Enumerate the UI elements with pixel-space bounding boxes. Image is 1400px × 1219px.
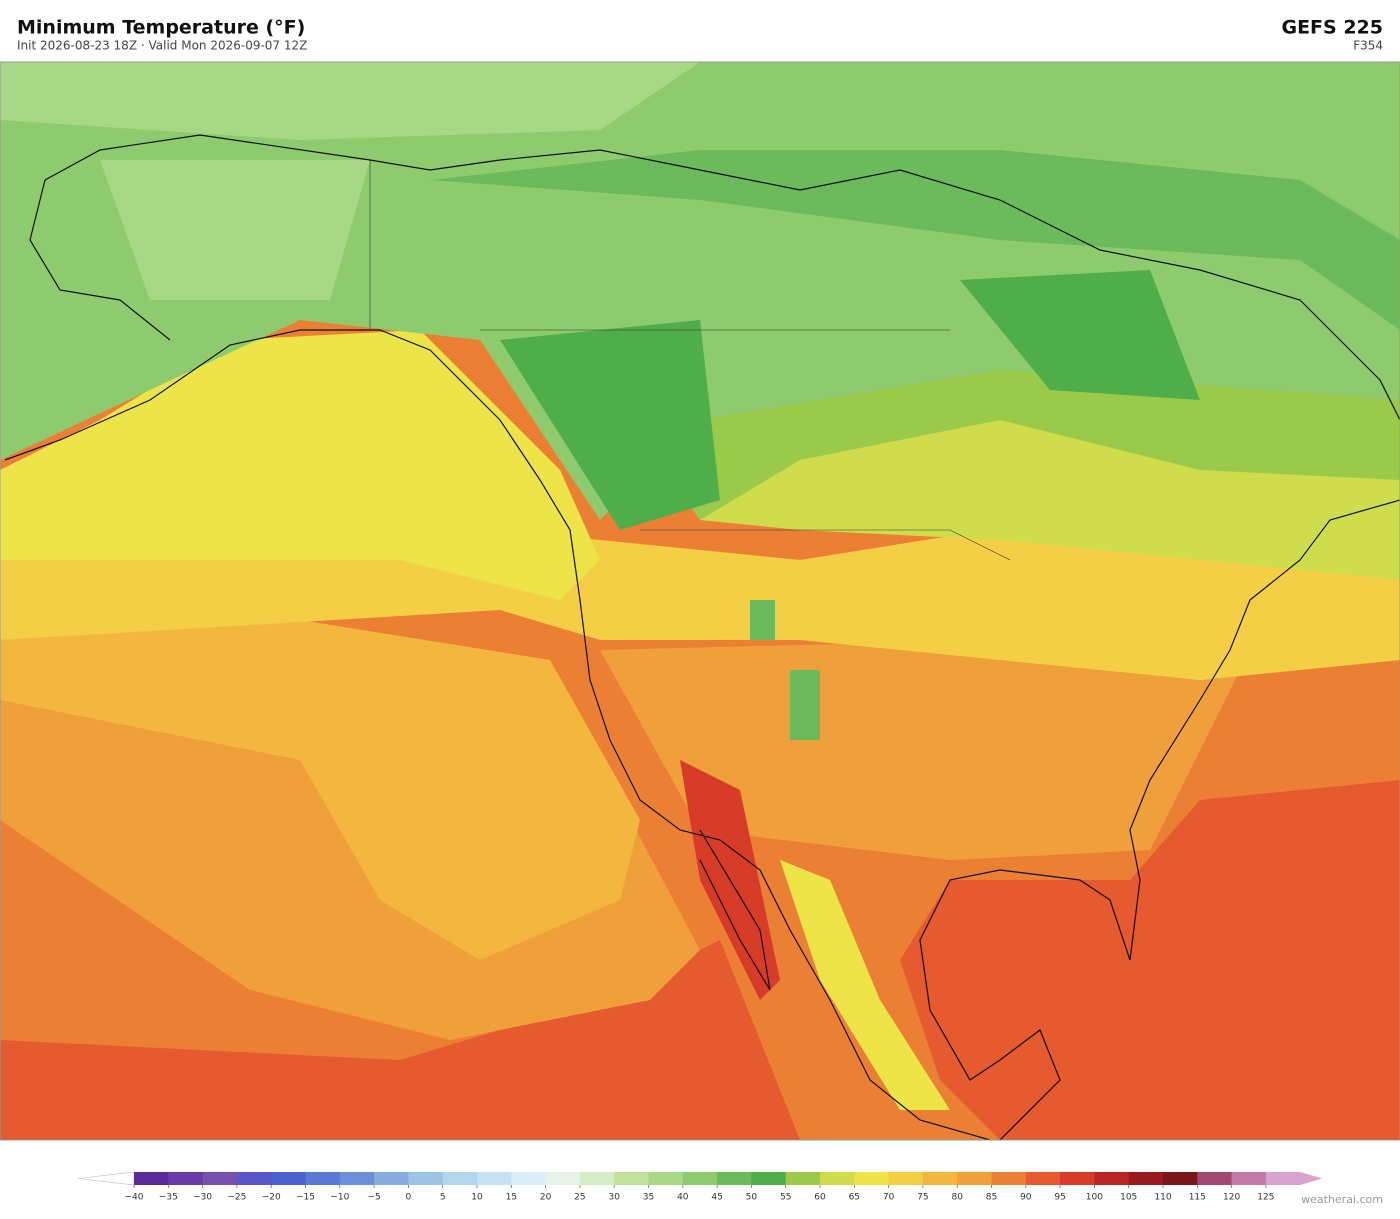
colorbar-tick-label: 75 (917, 1193, 928, 1203)
colorbar-over (1300, 1172, 1323, 1185)
colorbar-tick-label: 105 (1120, 1193, 1137, 1203)
colorbar-swatch (579, 1172, 615, 1185)
colorbar-swatch (374, 1172, 409, 1185)
colorbar-tick-label: 35 (643, 1193, 654, 1203)
colorbar-tick-label: 0 (406, 1193, 412, 1203)
colorbar-swatch (1163, 1172, 1198, 1185)
colorbar-swatch (271, 1172, 306, 1185)
colorbar-under (77, 1171, 135, 1186)
colorbar-tick-label: 45 (711, 1193, 722, 1203)
colorbar-tick-label: 115 (1189, 1193, 1206, 1203)
colorbar-swatch (614, 1172, 649, 1185)
colorbar-tick-label: 60 (814, 1193, 826, 1203)
colorbar-swatch (442, 1172, 478, 1185)
colorbar-tick-label: 25 (574, 1193, 585, 1203)
colorbar-tick-label: 85 (986, 1193, 997, 1203)
colorbar-swatch (888, 1172, 924, 1185)
colorbar-tick-label: −25 (227, 1193, 246, 1203)
colorbar-swatch (922, 1172, 958, 1185)
colorbar-tick-label: 70 (883, 1193, 895, 1203)
colorbar-tick-label: 55 (780, 1193, 791, 1203)
subtitle: Init 2026-08-23 18Z · Valid Mon 2026-09-… (17, 39, 307, 53)
colorbar-tick-label: −30 (193, 1193, 212, 1203)
colorbar-swatch (682, 1172, 718, 1185)
colorbar-tick-label: −20 (262, 1193, 281, 1203)
colorbar-swatch (1231, 1172, 1267, 1185)
colorbar-tick-label: −5 (367, 1193, 380, 1203)
colorbar-swatch (785, 1172, 821, 1185)
colorbar-tick-label: 95 (1054, 1193, 1065, 1203)
colorbar-swatch (477, 1172, 512, 1185)
colorbar-swatch (1197, 1172, 1233, 1185)
colorbar-swatch (1128, 1172, 1164, 1185)
colorbar-swatch (134, 1172, 169, 1185)
map (0, 61, 1400, 1141)
colorbar-swatch (305, 1172, 341, 1185)
colorbar-tick-label: 125 (1257, 1193, 1274, 1203)
colorbar-swatch (957, 1172, 992, 1185)
colorbar-swatch (339, 1172, 375, 1185)
colorbar-swatch (168, 1172, 204, 1185)
colorbar-swatch (648, 1172, 684, 1185)
colorbar-swatch (202, 1172, 238, 1185)
colorbar-tick-label: 65 (849, 1193, 860, 1203)
colorbar-tick-label: 50 (746, 1193, 758, 1203)
colorbar-tick-label: 5 (440, 1193, 446, 1203)
colorbar-swatch (717, 1172, 752, 1185)
colorbar-tick-label: 90 (1020, 1193, 1032, 1203)
colorbar-swatch (1025, 1172, 1061, 1185)
colorbar-swatch (545, 1172, 581, 1185)
colorbar-swatch (751, 1172, 787, 1185)
colorbar-swatch (991, 1172, 1027, 1185)
colorbar-swatch (511, 1172, 547, 1185)
colorbar-swatch (1094, 1172, 1130, 1185)
colorbar-tick-label: 120 (1223, 1193, 1240, 1203)
colorbar-tick-label: 100 (1086, 1193, 1103, 1203)
colorbar-tick-label: 15 (506, 1193, 517, 1203)
colorbar-swatch (1060, 1172, 1095, 1185)
colorbar-tick-label: 20 (540, 1193, 552, 1203)
colorbar-tick-label: −40 (125, 1193, 144, 1203)
title: Minimum Temperature (°F) (17, 17, 305, 39)
forecast-hour: F354 (1353, 39, 1383, 53)
colorbar-tick-label: 40 (677, 1193, 689, 1203)
colorbar-tick-label: −35 (159, 1193, 178, 1203)
watermark: weatherai.com (1301, 1193, 1383, 1206)
colorbar-swatch (820, 1172, 855, 1185)
colorbar-swatch (1265, 1172, 1301, 1185)
colorbar-swatch (408, 1172, 444, 1185)
colorbar: −40 −35 −30 −25 −20 −15 −10 −5 0 5 10 15 20 25 30 35 40 4… (77, 1171, 1323, 1203)
colorbar-tick-label: −15 (296, 1193, 315, 1203)
colorbar-swatch (236, 1172, 272, 1185)
colorbar-tick-label: 10 (471, 1193, 483, 1203)
colorbar-swatch (854, 1172, 890, 1185)
colorbar-tick-label: 110 (1154, 1193, 1171, 1203)
colorbar-tick-label: 80 (951, 1193, 963, 1203)
colorbar-tick-label: −10 (330, 1193, 349, 1203)
colorbar-tick-label: 30 (608, 1193, 620, 1203)
model: GEFS 225 (1281, 17, 1383, 39)
